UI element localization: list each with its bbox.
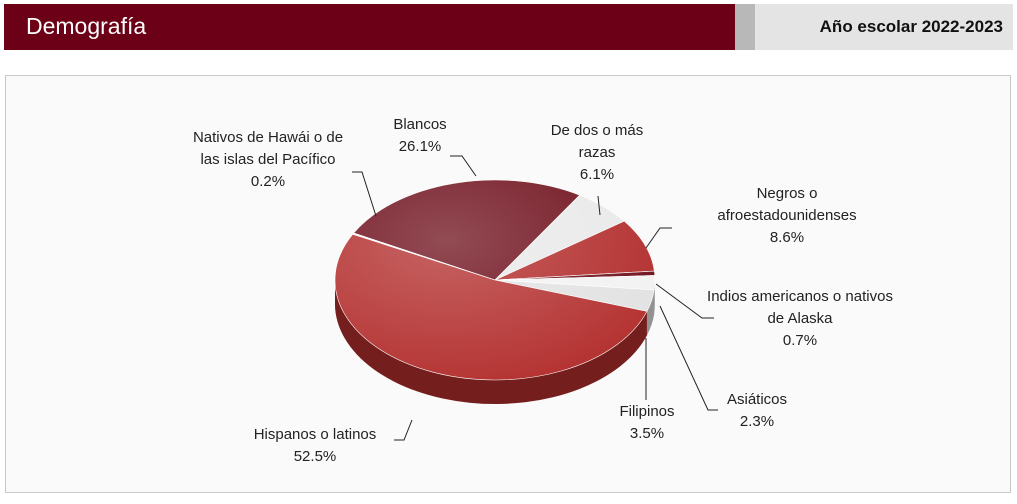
- slice-side: [335, 280, 647, 404]
- slice-side-shade: [654, 280, 655, 314]
- year-box: Año escolar 2022-2023: [755, 4, 1013, 50]
- category-label: Filipinos: [619, 403, 675, 420]
- divider: [735, 4, 755, 50]
- slice-side: [646, 289, 655, 336]
- sheen: [335, 180, 655, 380]
- slice-label: Filipinos 3.5%: [597, 401, 697, 445]
- slice-label: Nativos de Hawái o de las islas del Pací…: [183, 127, 353, 193]
- value-label: 3.5%: [629, 425, 665, 442]
- slice-label: Hispanos o latinos 52.5%: [215, 424, 415, 468]
- year-label: Año escolar 2022-2023: [819, 17, 1003, 36]
- slice-label: Indios americanos o nativos de Alaska 0.7…: [705, 286, 895, 352]
- slice-label: De dos o más razas 6.1%: [542, 120, 652, 186]
- category-label: Negros o afroestadounidenses: [717, 185, 857, 224]
- leader: [645, 227, 672, 249]
- leader: [394, 419, 413, 441]
- slice-label: Blancos 26.1%: [350, 114, 490, 158]
- leader: [450, 155, 477, 177]
- leader: [659, 305, 718, 411]
- category-label: Asiáticos: [726, 391, 788, 408]
- leader: [655, 283, 714, 319]
- slice-side: [654, 280, 655, 314]
- category-label: Blancos: [393, 116, 447, 133]
- value-label: 0.7%: [782, 332, 818, 349]
- value-label: 2.3%: [739, 413, 775, 430]
- category-label: Nativos de Hawái o de las islas del Pací…: [192, 129, 344, 168]
- title: Demografía: [26, 13, 147, 39]
- category-label: De dos o más razas: [550, 122, 644, 161]
- leader: [352, 171, 377, 217]
- category-label: Indios americanos o nativos de Alaska: [707, 288, 893, 327]
- leader: [597, 195, 601, 216]
- title-bar: Demografía: [4, 4, 735, 50]
- value-label: 6.1%: [579, 166, 615, 183]
- value-label: 0.2%: [250, 173, 286, 190]
- slice-label: Asiáticos 2.3%: [707, 389, 807, 433]
- value-label: 52.5%: [293, 448, 337, 465]
- slice-side-shade: [646, 289, 655, 336]
- slice-label: Negros o afroestadounidenses 8.6%: [702, 183, 872, 249]
- value-label: 26.1%: [398, 138, 442, 155]
- slice-side-shade: [335, 280, 647, 404]
- value-label: 8.6%: [769, 229, 805, 246]
- category-label: Hispanos o latinos: [253, 426, 377, 443]
